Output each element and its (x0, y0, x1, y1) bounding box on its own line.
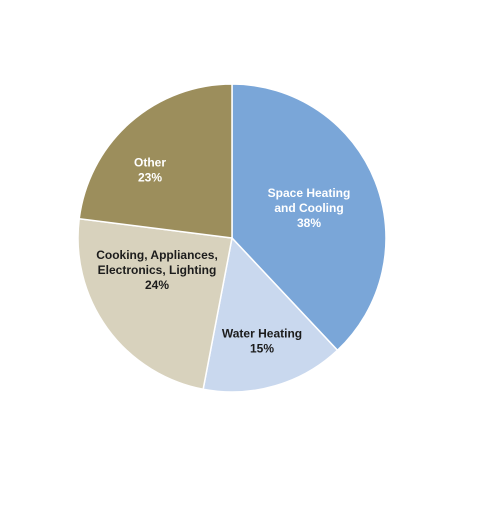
pie-slice-label-line: Space Heating (268, 186, 351, 200)
pie-slice-label-line: 23% (138, 171, 162, 185)
pie-slice-1 (231, 83, 387, 352)
pie-slice-label-1: Space Heating and Cooling 38% (268, 186, 351, 230)
pie-slice-label-4: Other 23% (134, 156, 166, 185)
pie-slice-label-line: 24% (145, 278, 169, 292)
pie-slice-label-line: 38% (297, 216, 321, 230)
pie-slice-2 (202, 236, 339, 393)
pie-slice-label-line: and Cooling (274, 201, 343, 215)
pie-slice-label-line: Electronics, Lighting (98, 263, 217, 277)
pie-slice-label-line: 15% (250, 342, 274, 356)
pie-slice-4 (78, 83, 233, 239)
pie-slice-label-line: Other (134, 156, 166, 170)
pie-slice-label-3: Cooking, Appliances, Electronics, Lightin… (96, 248, 218, 292)
pie-slice-3 (77, 217, 233, 391)
pie-slice-label-line: Water Heating (222, 327, 302, 341)
pie-slice-label-line: Cooking, Appliances, (96, 248, 218, 262)
pie-labels: Space Heating and Cooling 38% Water Heating… (96, 156, 350, 356)
pie-slices (77, 83, 387, 393)
pie-slice-label-2: Water Heating 15% (222, 327, 302, 356)
